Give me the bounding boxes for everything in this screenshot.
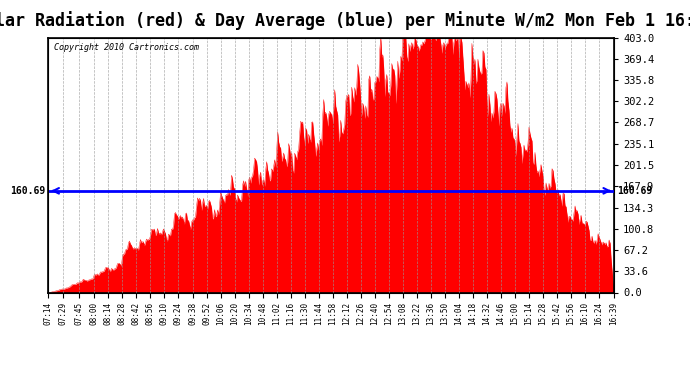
Text: Copyright 2010 Cartronics.com: Copyright 2010 Cartronics.com: [54, 43, 199, 52]
Text: 160.69: 160.69: [10, 186, 46, 196]
Text: Solar Radiation (red) & Day Average (blue) per Minute W/m2 Mon Feb 1 16:57: Solar Radiation (red) & Day Average (blu…: [0, 11, 690, 30]
Text: 160.69: 160.69: [617, 186, 652, 196]
